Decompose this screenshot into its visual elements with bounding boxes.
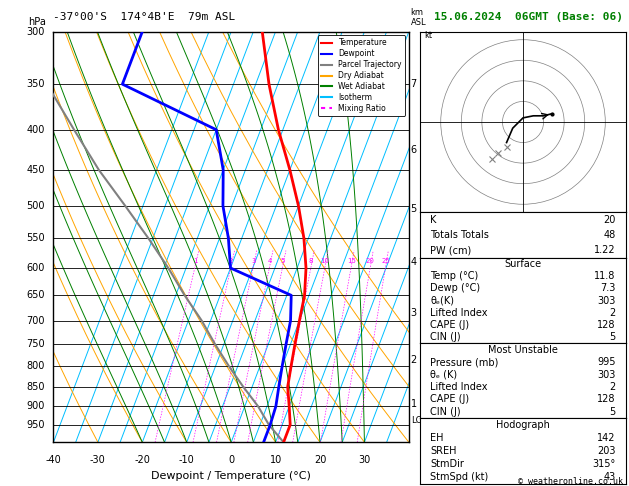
Text: StmDir: StmDir bbox=[430, 459, 464, 469]
Text: 142: 142 bbox=[597, 433, 616, 443]
Text: 800: 800 bbox=[26, 361, 45, 371]
Text: 20: 20 bbox=[603, 215, 616, 225]
Text: 43: 43 bbox=[603, 472, 616, 482]
Text: 15.06.2024  06GMT (Base: 06): 15.06.2024 06GMT (Base: 06) bbox=[434, 12, 623, 22]
Text: hPa: hPa bbox=[28, 17, 47, 28]
Text: 1: 1 bbox=[192, 258, 198, 263]
Text: 300: 300 bbox=[26, 27, 45, 36]
Text: θₑ(K): θₑ(K) bbox=[430, 295, 455, 306]
Text: LCL: LCL bbox=[411, 416, 426, 425]
Text: 1: 1 bbox=[411, 399, 417, 409]
Text: CIN (J): CIN (J) bbox=[430, 332, 461, 342]
Text: km
ASL: km ASL bbox=[411, 8, 426, 28]
Text: 25: 25 bbox=[381, 258, 390, 263]
Text: 203: 203 bbox=[597, 446, 616, 456]
Text: 48: 48 bbox=[603, 230, 616, 240]
Text: 5: 5 bbox=[610, 332, 616, 342]
Text: 550: 550 bbox=[26, 233, 45, 243]
Text: Pressure (mb): Pressure (mb) bbox=[430, 357, 499, 367]
Text: 11.8: 11.8 bbox=[594, 271, 616, 281]
Text: -20: -20 bbox=[135, 454, 150, 465]
Text: 3: 3 bbox=[411, 308, 417, 318]
Text: 303: 303 bbox=[597, 369, 616, 380]
Text: Lifted Index: Lifted Index bbox=[430, 382, 488, 392]
Text: 7.3: 7.3 bbox=[600, 283, 616, 293]
Text: 10: 10 bbox=[321, 258, 330, 263]
Text: 2: 2 bbox=[610, 308, 616, 318]
Text: 5: 5 bbox=[281, 258, 285, 263]
Text: 995: 995 bbox=[597, 357, 616, 367]
Text: Most Unstable: Most Unstable bbox=[488, 345, 558, 355]
Text: 600: 600 bbox=[26, 263, 45, 273]
Text: 450: 450 bbox=[26, 165, 45, 175]
Text: 500: 500 bbox=[26, 201, 45, 211]
Text: 303: 303 bbox=[597, 295, 616, 306]
Text: 900: 900 bbox=[26, 401, 45, 411]
Text: -30: -30 bbox=[90, 454, 106, 465]
Text: PW (cm): PW (cm) bbox=[430, 245, 472, 255]
Text: Temp (°C): Temp (°C) bbox=[430, 271, 479, 281]
Text: EH: EH bbox=[430, 433, 444, 443]
Text: 2: 2 bbox=[411, 355, 417, 364]
Text: Mixing Ratio (g/kg): Mixing Ratio (g/kg) bbox=[423, 197, 432, 277]
Text: -37°00'S  174°4B'E  79m ASL: -37°00'S 174°4B'E 79m ASL bbox=[53, 12, 236, 22]
Text: CIN (J): CIN (J) bbox=[430, 407, 461, 417]
Text: Surface: Surface bbox=[504, 259, 542, 269]
Text: 20: 20 bbox=[314, 454, 326, 465]
Text: 3: 3 bbox=[251, 258, 255, 263]
Text: 650: 650 bbox=[26, 290, 45, 300]
Text: 128: 128 bbox=[597, 320, 616, 330]
Text: Dewp (°C): Dewp (°C) bbox=[430, 283, 481, 293]
Text: Totals Totals: Totals Totals bbox=[430, 230, 489, 240]
Text: 750: 750 bbox=[26, 339, 45, 349]
Text: Dewpoint / Temperature (°C): Dewpoint / Temperature (°C) bbox=[151, 471, 311, 481]
Text: 2: 2 bbox=[229, 258, 233, 263]
Text: StmSpd (kt): StmSpd (kt) bbox=[430, 472, 489, 482]
Text: 1.22: 1.22 bbox=[594, 245, 616, 255]
Text: 10: 10 bbox=[269, 454, 282, 465]
Text: 20: 20 bbox=[366, 258, 375, 263]
Text: © weatheronline.co.uk: © weatheronline.co.uk bbox=[518, 476, 623, 486]
Text: 350: 350 bbox=[26, 79, 45, 89]
Text: 5: 5 bbox=[610, 407, 616, 417]
Text: 4: 4 bbox=[411, 257, 417, 267]
Text: 30: 30 bbox=[359, 454, 370, 465]
Text: 6: 6 bbox=[411, 145, 417, 156]
Text: SREH: SREH bbox=[430, 446, 457, 456]
Text: CAPE (J): CAPE (J) bbox=[430, 394, 470, 404]
Text: 128: 128 bbox=[597, 394, 616, 404]
Text: θₑ (K): θₑ (K) bbox=[430, 369, 457, 380]
Text: 700: 700 bbox=[26, 315, 45, 326]
Text: 4: 4 bbox=[267, 258, 272, 263]
Text: 315°: 315° bbox=[593, 459, 616, 469]
Text: CAPE (J): CAPE (J) bbox=[430, 320, 470, 330]
Text: 850: 850 bbox=[26, 382, 45, 392]
Text: 5: 5 bbox=[411, 204, 417, 214]
Legend: Temperature, Dewpoint, Parcel Trajectory, Dry Adiabat, Wet Adiabat, Isotherm, Mi: Temperature, Dewpoint, Parcel Trajectory… bbox=[318, 35, 405, 116]
Text: kt: kt bbox=[425, 32, 432, 40]
Text: 15: 15 bbox=[347, 258, 355, 263]
Text: 0: 0 bbox=[228, 454, 234, 465]
Text: 2: 2 bbox=[610, 382, 616, 392]
Text: -10: -10 bbox=[179, 454, 194, 465]
Text: 950: 950 bbox=[26, 420, 45, 430]
Text: Lifted Index: Lifted Index bbox=[430, 308, 488, 318]
Text: 8: 8 bbox=[309, 258, 313, 263]
Text: K: K bbox=[430, 215, 437, 225]
Text: 400: 400 bbox=[26, 125, 45, 135]
Text: Hodograph: Hodograph bbox=[496, 419, 550, 430]
Text: -40: -40 bbox=[45, 454, 62, 465]
Text: 7: 7 bbox=[411, 79, 417, 89]
